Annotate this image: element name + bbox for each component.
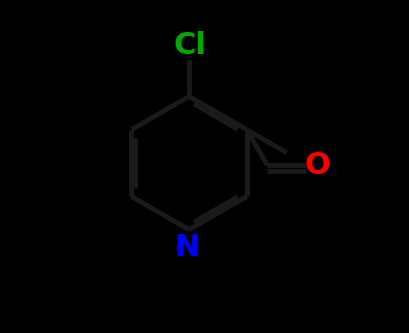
Text: Cl: Cl: [174, 31, 207, 60]
Text: O: O: [304, 151, 330, 180]
Text: N: N: [174, 233, 199, 262]
